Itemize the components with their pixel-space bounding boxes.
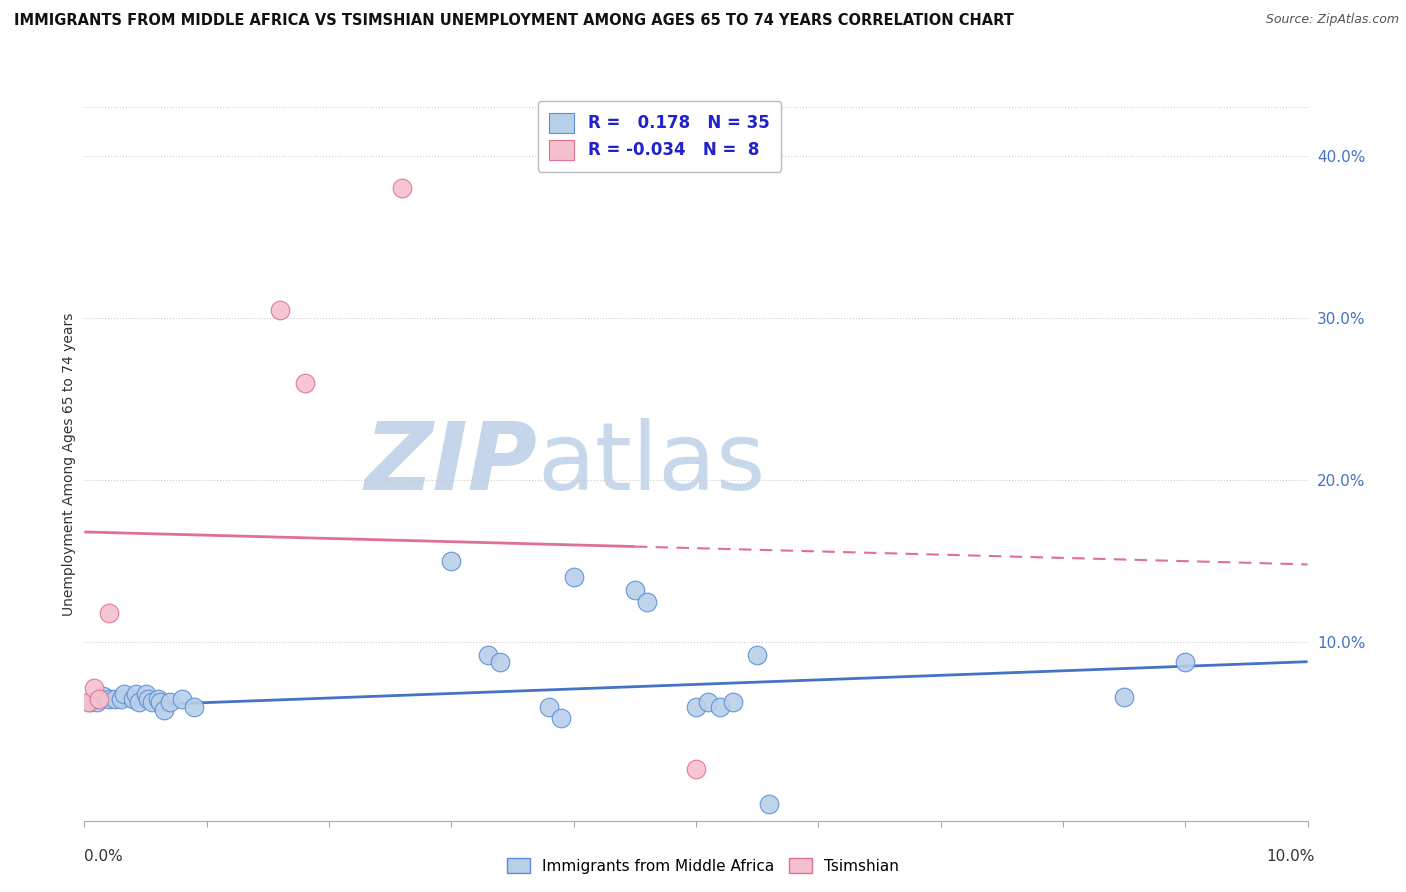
Point — [685, 700, 707, 714]
Point — [128, 695, 150, 709]
Point — [153, 703, 176, 717]
Point — [86, 695, 108, 709]
Point — [489, 655, 512, 669]
Text: 0.0%: 0.0% — [84, 849, 124, 863]
Text: ZIP: ZIP — [364, 417, 537, 510]
Point — [294, 376, 316, 390]
Point — [79, 695, 101, 709]
Point — [122, 692, 145, 706]
Point — [159, 695, 181, 709]
Point — [110, 692, 132, 706]
Point — [758, 797, 780, 812]
Point — [624, 583, 647, 598]
Point — [721, 695, 744, 709]
Point — [562, 570, 585, 584]
Point — [97, 606, 120, 620]
Text: atlas: atlas — [537, 417, 765, 510]
Point — [636, 595, 658, 609]
Point — [269, 302, 291, 317]
Point — [550, 711, 572, 725]
Point — [83, 681, 105, 695]
Point — [1114, 690, 1136, 705]
Point — [141, 695, 163, 709]
Point — [149, 695, 172, 709]
Point — [172, 692, 194, 706]
Point — [87, 692, 110, 706]
Point — [391, 181, 413, 195]
Point — [183, 700, 205, 714]
Y-axis label: Unemployment Among Ages 65 to 74 years: Unemployment Among Ages 65 to 74 years — [62, 312, 76, 615]
Point — [77, 695, 100, 709]
Point — [136, 692, 159, 706]
Legend: Immigrants from Middle Africa, Tsimshian: Immigrants from Middle Africa, Tsimshian — [501, 852, 905, 880]
Point — [1174, 655, 1197, 669]
Point — [538, 700, 561, 714]
Point — [747, 648, 769, 663]
Point — [709, 700, 731, 714]
Point — [125, 687, 148, 701]
Point — [112, 687, 135, 701]
Point — [91, 689, 114, 703]
Point — [104, 692, 127, 706]
Point — [146, 692, 169, 706]
Point — [440, 554, 463, 568]
Point — [685, 762, 707, 776]
Point — [697, 695, 720, 709]
Text: Source: ZipAtlas.com: Source: ZipAtlas.com — [1265, 13, 1399, 27]
Point — [97, 692, 120, 706]
Text: IMMIGRANTS FROM MIDDLE AFRICA VS TSIMSHIAN UNEMPLOYMENT AMONG AGES 65 TO 74 YEAR: IMMIGRANTS FROM MIDDLE AFRICA VS TSIMSHI… — [14, 13, 1014, 29]
Point — [135, 687, 157, 701]
Point — [477, 648, 499, 663]
Text: 10.0%: 10.0% — [1267, 849, 1315, 863]
Legend: R =   0.178   N = 35, R = -0.034   N =  8: R = 0.178 N = 35, R = -0.034 N = 8 — [537, 101, 780, 172]
